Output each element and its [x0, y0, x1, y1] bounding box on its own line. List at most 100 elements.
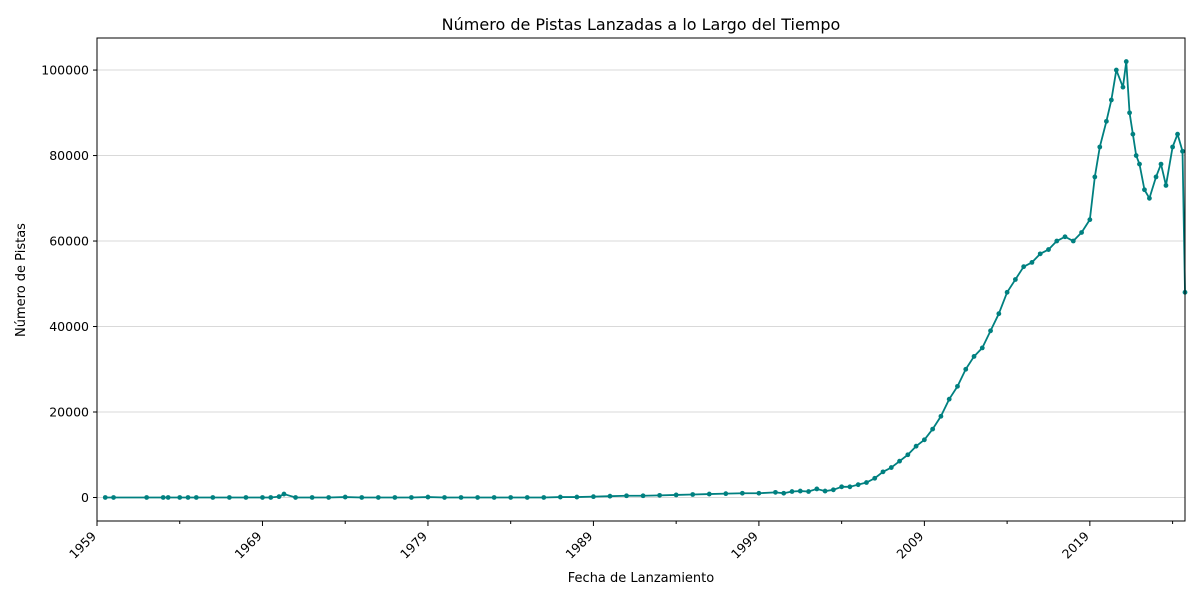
data-point [458, 495, 464, 500]
data-point [1113, 67, 1119, 73]
data-point [185, 495, 191, 500]
data-point [281, 491, 287, 497]
data-point [955, 383, 960, 389]
y-axis-label: Número de Pistas [14, 223, 29, 337]
data-point [508, 495, 514, 500]
data-point [773, 489, 778, 495]
data-point [1062, 234, 1068, 240]
data-point [1163, 183, 1169, 188]
data-point [342, 494, 348, 500]
data-point [326, 495, 332, 500]
data-point [524, 495, 530, 500]
data-point [475, 495, 480, 500]
y-tick-label: 0 [81, 490, 89, 505]
y-axis-ticks: 0 20000 40000 60000 80000 100000 [41, 63, 97, 505]
data-point [905, 452, 911, 458]
x-tick-label: 1989 [562, 528, 595, 561]
data-point [1130, 131, 1136, 137]
data-point [1142, 187, 1147, 193]
data-point [930, 426, 936, 432]
data-point [723, 491, 729, 497]
data-point [243, 495, 249, 500]
data-point [1079, 230, 1084, 235]
data-point [855, 482, 861, 488]
data-point [1120, 84, 1126, 90]
data-point [624, 493, 629, 499]
y-tick-label: 20000 [49, 405, 89, 420]
data-point [1054, 238, 1060, 244]
data-point [657, 492, 663, 498]
y-tick-label: 80000 [49, 148, 89, 163]
data-point [1037, 251, 1043, 257]
data-point [996, 311, 1002, 317]
data-point [888, 465, 894, 470]
data-point [491, 495, 497, 500]
plot-frame [96, 37, 1186, 522]
data-point [789, 489, 795, 494]
data-point [111, 495, 116, 500]
x-tick-label: 1969 [231, 528, 264, 561]
data-point [541, 495, 547, 500]
x-tick-label: 2019 [1059, 528, 1092, 561]
data-point [557, 494, 563, 500]
data-point [309, 495, 315, 500]
data-point [193, 495, 199, 500]
data-point [1180, 148, 1185, 154]
data-point [830, 487, 836, 493]
data-point [276, 494, 282, 500]
data-point [673, 492, 679, 498]
data-point [165, 495, 171, 500]
data-point [1153, 174, 1159, 180]
y-tick-label: 40000 [49, 319, 89, 334]
data-point [1087, 217, 1093, 223]
data-point [102, 495, 108, 500]
data-point [392, 495, 398, 500]
data-point [1070, 238, 1076, 244]
data-point [706, 491, 712, 497]
x-tick-label: 2009 [893, 528, 926, 561]
gridlines [97, 69, 1185, 498]
data-point [1092, 174, 1098, 180]
data-point [177, 495, 183, 500]
data-point [1170, 144, 1175, 150]
series-layer [102, 59, 1188, 500]
data-point [864, 480, 869, 485]
data-point [144, 495, 150, 500]
data-point [1175, 131, 1180, 137]
data-point [880, 469, 886, 475]
data-point [839, 484, 845, 490]
y-tick-label: 100000 [41, 63, 89, 78]
data-point [872, 475, 878, 481]
data-point [1133, 153, 1139, 158]
data-point [1108, 97, 1114, 103]
data-point [226, 495, 232, 500]
x-tick-label: 1979 [397, 528, 430, 561]
data-point [913, 443, 919, 449]
data-point [739, 490, 745, 496]
chart-title: Número de Pistas Lanzadas a lo Largo del… [442, 15, 841, 34]
data-point [260, 495, 265, 500]
data-point [210, 495, 216, 500]
data-point [921, 437, 927, 443]
data-point [640, 493, 646, 499]
x-axis-label: Fecha de Lanzamiento [568, 571, 714, 586]
data-point [781, 490, 787, 496]
data-point [574, 494, 580, 500]
data-point [822, 488, 828, 494]
x-axis-ticks: 1959 1969 1979 1989 1999 2009 2019 [66, 521, 1174, 562]
data-point [938, 413, 944, 419]
data-point [160, 495, 166, 500]
data-point [756, 490, 762, 496]
data-point [971, 354, 977, 359]
x-tick-label: 1959 [66, 528, 99, 561]
data-point [847, 484, 853, 490]
data-point [979, 345, 985, 351]
data-point [1137, 161, 1142, 167]
data-point [897, 458, 902, 464]
data-point [425, 494, 431, 500]
y-tick-label: 60000 [49, 234, 89, 249]
data-point [806, 489, 811, 494]
x-tick-label: 1999 [728, 528, 761, 561]
data-point [1147, 195, 1152, 201]
data-point [988, 328, 993, 334]
